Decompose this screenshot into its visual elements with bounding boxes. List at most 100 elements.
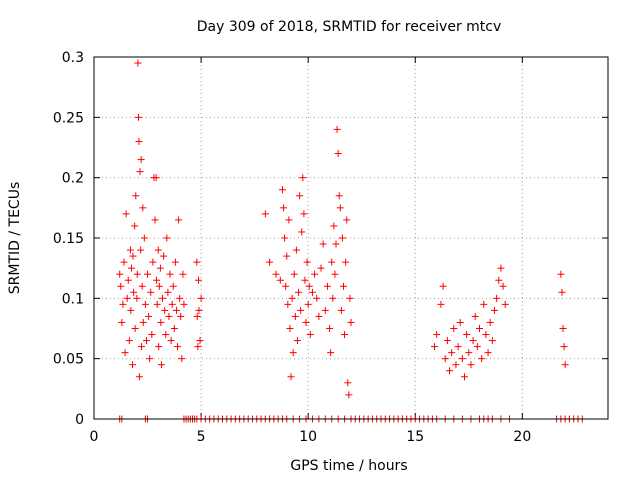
data-point: [169, 282, 177, 290]
data-point: [286, 325, 294, 332]
data-point: [129, 361, 137, 369]
data-point: [195, 306, 203, 314]
data-point: [473, 343, 481, 351]
data-point: [132, 192, 140, 200]
x-tick-label: 5: [197, 429, 206, 445]
data-point: [141, 300, 149, 308]
data-point: [497, 264, 505, 272]
data-point: [448, 349, 456, 357]
data-point: [178, 355, 186, 363]
x-tick-label: 0: [90, 429, 99, 445]
data-point: [334, 150, 342, 158]
data-point: [495, 276, 503, 284]
data-point: [347, 318, 355, 326]
data-point: [131, 222, 139, 230]
data-points: [116, 59, 569, 399]
data-point: [139, 204, 147, 212]
data-point: [321, 306, 329, 314]
data-point: [134, 59, 142, 67]
data-point: [329, 294, 337, 302]
data-point: [140, 234, 148, 242]
data-point: [343, 216, 351, 224]
data-point: [194, 343, 202, 351]
y-tick-label: 0.15: [53, 231, 84, 247]
data-point: [332, 240, 340, 248]
data-point: [119, 300, 127, 308]
data-point: [433, 331, 441, 339]
y-tick-label: 0.1: [62, 291, 84, 307]
data-point: [138, 343, 146, 351]
data-point: [557, 270, 565, 278]
data-point: [147, 288, 155, 296]
y-tick-label: 0.05: [53, 352, 84, 368]
data-point: [319, 240, 327, 248]
data-point: [346, 294, 354, 302]
data-point: [123, 294, 131, 302]
data-point: [317, 264, 325, 272]
data-point: [285, 216, 293, 224]
y-axis-label: SRMTID / TECUs: [7, 182, 23, 295]
data-point: [120, 258, 128, 266]
data-point: [493, 294, 501, 302]
data-point: [439, 282, 447, 290]
data-point: [345, 391, 353, 399]
data-point: [291, 312, 299, 320]
data-point: [153, 276, 161, 284]
data-point: [151, 216, 159, 224]
data-point: [342, 258, 350, 266]
data-point: [315, 312, 323, 320]
data-point: [124, 276, 132, 284]
data-point: [195, 276, 203, 284]
data-point: [133, 270, 141, 278]
data-point: [336, 204, 344, 212]
data-point: [335, 192, 343, 200]
data-point: [165, 312, 173, 320]
data-point: [297, 306, 305, 314]
data-point: [484, 349, 492, 357]
data-point: [456, 318, 464, 326]
chart-title: Day 309 of 2018, SRMTID for receiver mtc…: [197, 19, 502, 35]
data-point: [121, 349, 129, 357]
data-point: [170, 325, 178, 332]
x-tick-label: 10: [299, 429, 317, 445]
data-point: [171, 258, 179, 266]
data-point: [167, 337, 175, 345]
data-point: [344, 379, 352, 387]
data-point: [177, 312, 185, 320]
data-point: [157, 318, 165, 326]
data-point: [159, 294, 167, 302]
data-point: [340, 282, 348, 290]
data-point: [454, 343, 462, 351]
data-point: [284, 300, 292, 308]
data-point: [130, 288, 138, 296]
data-point: [431, 343, 439, 351]
data-point: [272, 270, 280, 278]
data-point: [306, 331, 314, 339]
data-point: [133, 294, 141, 302]
data-point: [296, 192, 304, 200]
y-tick-label: 0.2: [62, 171, 84, 187]
data-point: [148, 331, 156, 339]
data-point: [152, 174, 160, 182]
data-point: [283, 252, 291, 260]
grid-layer: [94, 57, 608, 419]
data-point: [139, 318, 147, 326]
data-point: [278, 186, 286, 194]
data-point: [164, 288, 172, 296]
data-point: [144, 270, 152, 278]
data-point: [469, 337, 477, 345]
data-point: [117, 282, 125, 290]
data-point: [292, 246, 300, 254]
data-point: [330, 222, 338, 230]
plot-frame: [93, 56, 609, 420]
data-point: [328, 258, 336, 266]
data-point: [193, 312, 201, 320]
data-point: [463, 331, 471, 339]
data-point: [450, 325, 458, 332]
data-point: [145, 312, 153, 320]
data-point: [482, 331, 490, 339]
data-point: [180, 300, 188, 308]
data-point: [116, 270, 124, 278]
data-point: [157, 361, 165, 369]
